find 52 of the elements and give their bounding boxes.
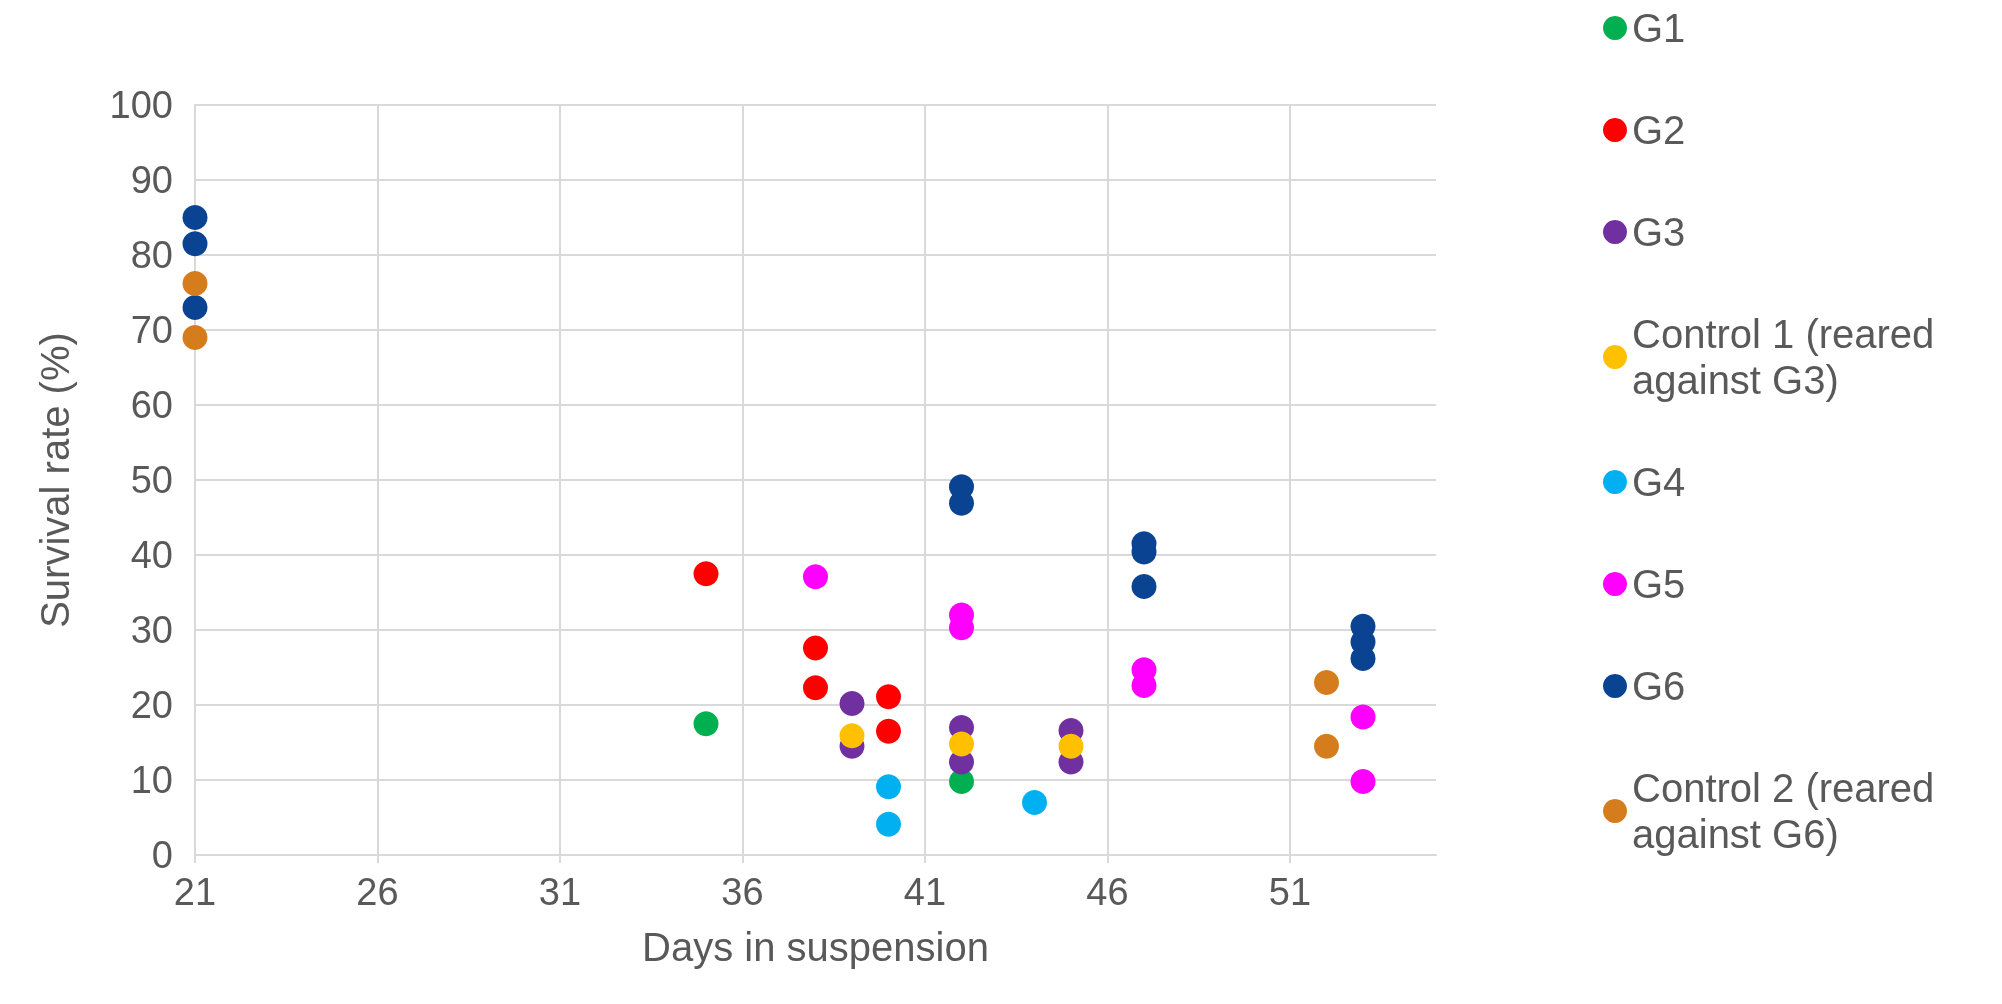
point <box>1314 733 1339 759</box>
y-tick-label: 50 <box>130 459 173 501</box>
point <box>693 711 719 737</box>
y-tick-label: 20 <box>130 684 173 726</box>
point <box>1058 733 1084 759</box>
y-tick-label: 30 <box>130 609 173 651</box>
point <box>182 325 208 350</box>
point <box>182 205 208 230</box>
x-tick-label: 36 <box>721 871 764 913</box>
y-tick-label: 0 <box>151 834 173 876</box>
point <box>803 635 828 661</box>
point <box>803 675 828 701</box>
point <box>1350 769 1376 794</box>
y-tick-label: 60 <box>130 384 173 426</box>
point <box>1350 704 1376 730</box>
legend-label: Control 2 (reared against G6) <box>1632 766 1946 856</box>
legend-label: G6 <box>1632 664 1686 708</box>
legend-label: G1 <box>1632 6 1686 50</box>
y-tick-label: 80 <box>130 234 173 276</box>
point <box>876 774 901 800</box>
x-tick-label: 46 <box>1086 871 1129 913</box>
x-tick-label: 31 <box>538 871 582 913</box>
y-tick-label: 70 <box>130 309 173 351</box>
point <box>182 295 208 320</box>
y-tick-label: 100 <box>109 84 173 126</box>
point <box>839 723 865 749</box>
x-tick-label: 26 <box>356 871 399 913</box>
x-tick-label: 51 <box>1268 871 1312 913</box>
point <box>876 811 901 837</box>
x-axis-title: Days in suspension <box>642 925 989 969</box>
point <box>1022 790 1047 815</box>
x-tick-label: 21 <box>173 871 217 913</box>
legend-label: G3 <box>1632 210 1686 254</box>
y-tick-label: 90 <box>130 159 173 201</box>
point <box>1131 574 1157 599</box>
legend-label: G2 <box>1632 108 1686 152</box>
point <box>803 564 828 590</box>
x-tick-label: 41 <box>903 871 947 913</box>
point <box>876 684 901 710</box>
point <box>182 271 208 296</box>
point <box>839 691 865 716</box>
legend-label: Control 1 (reared against G3) <box>1632 312 1946 402</box>
point <box>1314 670 1339 695</box>
y-axis-title: Survival rate (%) <box>33 332 77 628</box>
point <box>693 561 719 587</box>
y-tick-label: 10 <box>130 759 173 801</box>
point <box>876 718 901 744</box>
point <box>949 731 974 757</box>
y-tick-label: 40 <box>130 534 173 576</box>
point <box>182 231 208 257</box>
legend-label: G4 <box>1632 460 1686 504</box>
legend-label: G5 <box>1632 562 1686 606</box>
